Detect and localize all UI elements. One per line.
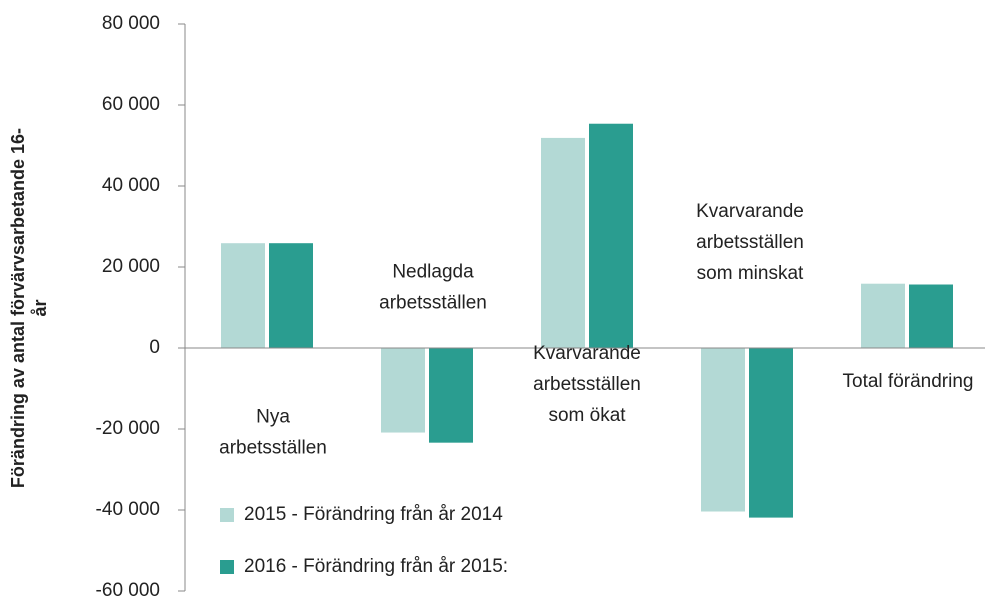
bar — [860, 282, 906, 349]
category-label: Kvarvarande arbetsställen som minskat — [696, 201, 804, 284]
y-tick-label: 40 000 — [102, 175, 160, 196]
bar — [268, 242, 314, 349]
y-tick-label: 20 000 — [102, 256, 160, 277]
y-tick-label: 80 000 — [102, 13, 160, 34]
legend-label: 2016 - Förändring från år 2015: — [244, 556, 508, 577]
legend-label: 2015 - Förändring från år 2014 — [244, 504, 503, 525]
y-tick-label: 0 — [149, 337, 160, 358]
bar — [748, 347, 794, 519]
bar — [540, 136, 586, 349]
bar — [428, 347, 474, 444]
bar — [588, 122, 634, 349]
bar — [700, 347, 746, 513]
y-tick-label: 60 000 — [102, 94, 160, 115]
legend-swatch — [220, 508, 234, 522]
category-label: Total förändring — [843, 371, 974, 392]
category-label: Kvarvarande arbetsställen som ökat — [533, 343, 641, 426]
bar — [908, 283, 954, 349]
bar — [220, 242, 266, 349]
y-axis-label: Förändring av antal förvärvsarbetande 16… — [8, 128, 50, 488]
bar — [380, 347, 426, 434]
category-label: Nedlagda arbetsställen — [379, 262, 487, 314]
y-tick-label: -20 000 — [96, 418, 160, 439]
legend-swatch — [220, 560, 234, 574]
y-tick-label: -40 000 — [96, 499, 160, 520]
y-tick-label: -60 000 — [96, 580, 160, 601]
category-label: Nya arbetsställen — [219, 407, 327, 459]
